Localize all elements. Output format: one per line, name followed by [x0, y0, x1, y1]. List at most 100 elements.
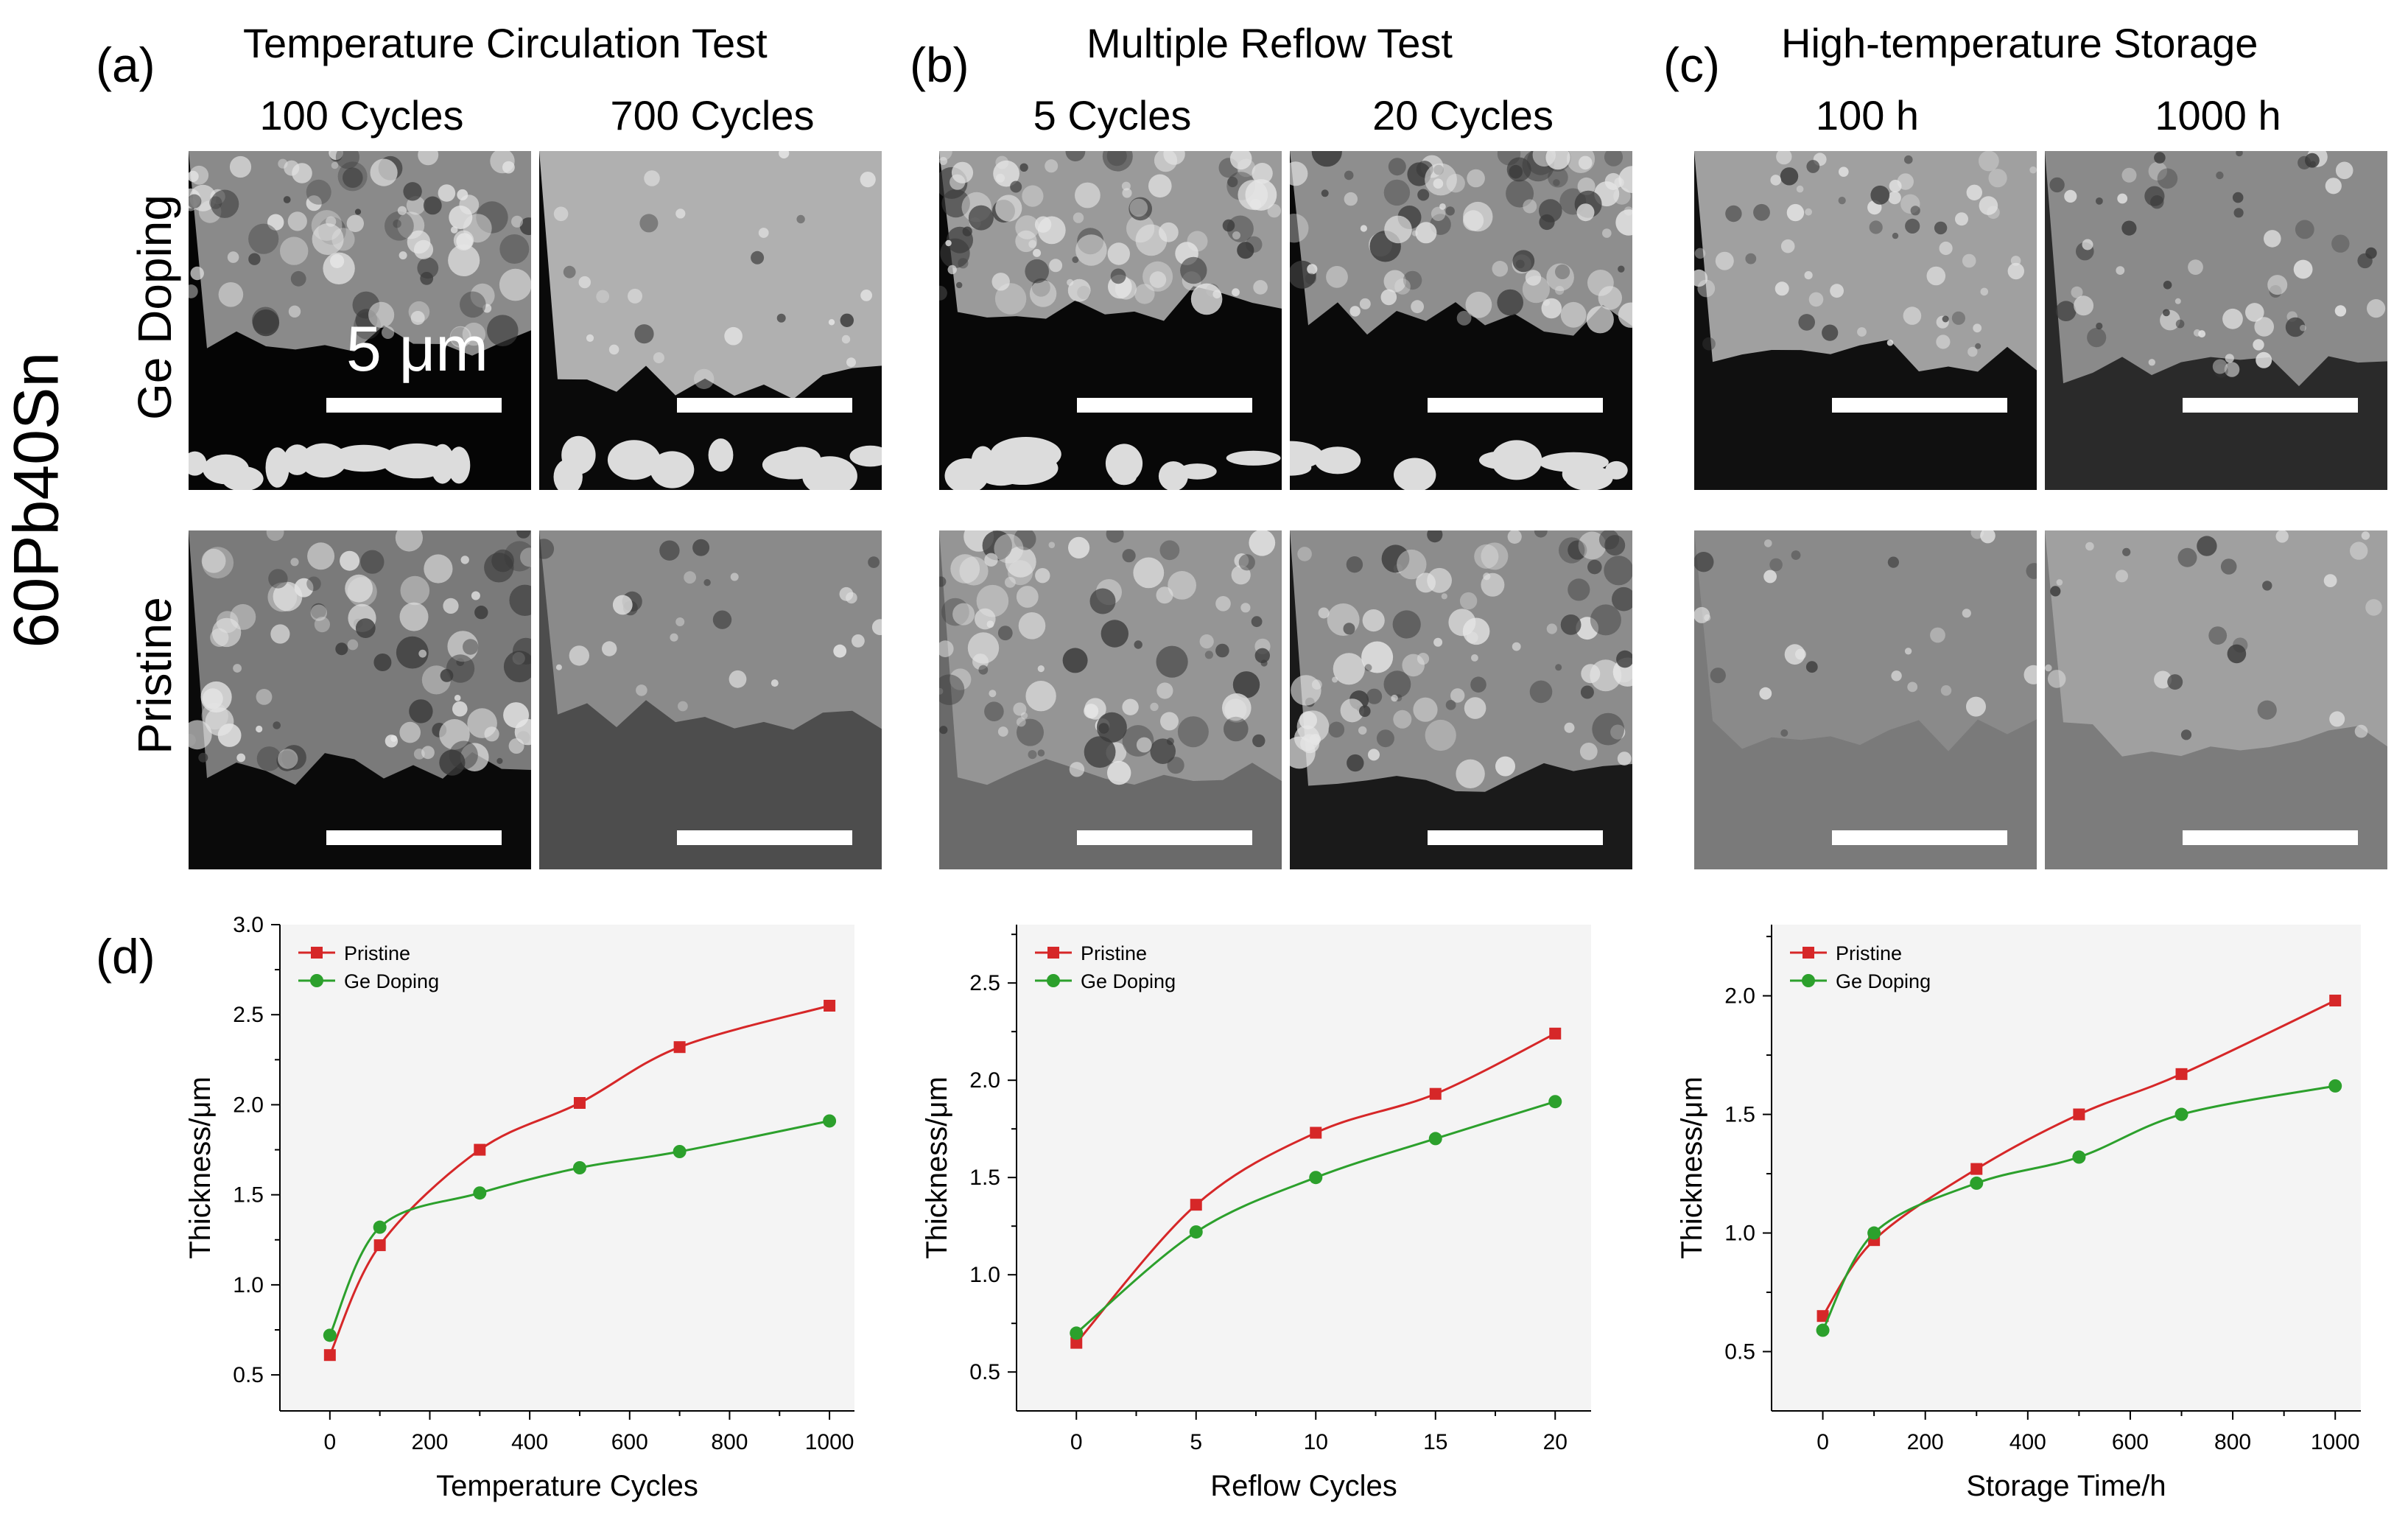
legend-marker	[1802, 974, 1815, 987]
micrograph	[539, 530, 882, 869]
x-axis-label: Temperature Cycles	[436, 1470, 698, 1502]
data-point	[2329, 995, 2342, 1007]
scale-bar	[1832, 398, 2007, 413]
scale-bar-label: 5 μm	[346, 314, 488, 385]
x-tick-label: 5	[1190, 1430, 1202, 1454]
y-tick-label: 1.5	[969, 1166, 1000, 1190]
scale-bar	[2183, 830, 2358, 845]
chart-svg: 0.5 1.0 1.5 2.0 2.5 0 5 10 15 20 Reflow Cycles Thic…	[921, 925, 1591, 1502]
y-tick-label: 0.5	[233, 1363, 264, 1387]
micrograph	[2045, 530, 2387, 869]
panel-letter-c: (c)	[1663, 38, 1720, 92]
micrograph	[939, 530, 1282, 869]
data-point	[1070, 1336, 1083, 1349]
data-point	[1816, 1323, 1830, 1337]
legend-marker	[1803, 947, 1814, 959]
x-axis-label: Reflow Cycles	[1210, 1470, 1397, 1502]
series-line	[329, 1004, 830, 1356]
micrograph	[1290, 530, 1632, 869]
scale-bar	[1077, 830, 1252, 845]
chart-temperature-cycles: 0.5 1.0 1.5 2.0 2.5 3.0 0 200 400 600 800 1000 Tempe…	[177, 906, 884, 1510]
chart-svg: 0.5 1.0 1.5 2.0 0 200 400 600 800 1000 Storage Tim…	[1676, 925, 2361, 1502]
y-axis-label: Thickness/μm	[1676, 1076, 1708, 1259]
data-point	[2175, 1068, 2188, 1080]
scale-bar	[326, 830, 502, 845]
data-point	[373, 1220, 387, 1234]
y-tick-label: 2.5	[969, 971, 1000, 995]
column-label: 20 Cycles	[1372, 92, 1554, 139]
data-point	[1816, 1310, 1829, 1322]
data-point	[1970, 1176, 1984, 1190]
x-tick-label: 1000	[2311, 1430, 2360, 1454]
scale-bar	[1832, 830, 2007, 845]
series-line	[329, 1119, 830, 1336]
series-line	[1822, 1085, 2336, 1331]
legend-label: Pristine	[1081, 942, 1147, 964]
x-tick-label: 20	[1543, 1430, 1568, 1454]
column-label: 100 Cycles	[259, 92, 464, 139]
micrograph	[1694, 151, 2037, 490]
y-tick-label: 1.0	[1724, 1222, 1755, 1246]
panel-title-a: Temperature Circulation Test	[243, 20, 768, 66]
x-tick-label: 800	[2214, 1430, 2251, 1454]
column-label: 100 h	[1815, 92, 1920, 139]
x-tick-label: 600	[611, 1430, 648, 1454]
y-axis-label: Thickness/μm	[184, 1076, 217, 1259]
x-axis-label: Storage Time/h	[1966, 1470, 2166, 1502]
scale-bar	[326, 398, 502, 413]
chart-svg: 0.5 1.0 1.5 2.0 2.5 3.0 0 200 400 600 800 1000 Tempe…	[184, 913, 854, 1502]
column-label: 5 Cycles	[1033, 92, 1192, 139]
x-tick-label: 10	[1304, 1430, 1328, 1454]
scale-bar	[677, 398, 852, 413]
x-tick-label: 1000	[805, 1430, 854, 1454]
panel-letter-b: (b)	[910, 38, 969, 92]
chart-storage-time: 0.5 1.0 1.5 2.0 0 200 400 600 800 1000 Storage Tim…	[1668, 906, 2390, 1510]
plot-area	[1772, 925, 2361, 1411]
y-tick-label: 0.5	[969, 1360, 1000, 1384]
legend-label: Ge Doping	[344, 970, 439, 992]
column-label: 1000 h	[2155, 92, 2281, 139]
y-tick-label: 2.0	[1724, 984, 1755, 1009]
x-tick-label: 600	[2112, 1430, 2149, 1454]
column-label: 700 Cycles	[610, 92, 815, 139]
x-tick-label: 0	[1816, 1430, 1829, 1454]
panel-letter-a: (a)	[96, 38, 155, 92]
micrograph	[939, 151, 1282, 490]
y-tick-label: 2.5	[233, 1003, 264, 1027]
y-tick-label: 1.5	[1724, 1103, 1755, 1127]
x-tick-label: 200	[1907, 1430, 1944, 1454]
data-point	[2073, 1108, 2085, 1121]
plot-area	[280, 925, 854, 1411]
x-tick-label: 0	[323, 1430, 336, 1454]
scale-bar	[1077, 398, 1252, 413]
scale-bar	[1428, 398, 1603, 413]
x-tick-label: 0	[1070, 1430, 1083, 1454]
legend-marker	[310, 974, 323, 987]
data-point	[573, 1097, 586, 1109]
row-label-pristine: Pristine	[128, 597, 181, 754]
data-point	[2174, 1107, 2188, 1121]
data-point	[1428, 1132, 1442, 1146]
data-point	[673, 1041, 686, 1054]
data-point	[1429, 1087, 1442, 1100]
y-tick-label: 2.0	[969, 1068, 1000, 1093]
data-point	[323, 1349, 336, 1362]
data-point	[1190, 1199, 1202, 1211]
scale-bar	[1428, 830, 1603, 845]
micrograph	[189, 151, 531, 490]
y-tick-label: 3.0	[233, 913, 264, 937]
data-point	[2072, 1150, 2086, 1164]
data-point	[323, 1328, 337, 1342]
plot-area	[1017, 925, 1591, 1411]
x-tick-label: 200	[411, 1430, 448, 1454]
y-tick-label: 1.0	[969, 1263, 1000, 1287]
x-tick-label: 800	[711, 1430, 748, 1454]
legend-marker	[1047, 947, 1059, 959]
micrograph	[189, 530, 531, 869]
data-point	[1309, 1171, 1323, 1185]
data-point	[2328, 1079, 2342, 1093]
scale-bar	[2183, 398, 2358, 413]
data-point	[1070, 1326, 1084, 1340]
y-tick-label: 1.0	[233, 1273, 264, 1297]
x-tick-label: 400	[2009, 1430, 2046, 1454]
